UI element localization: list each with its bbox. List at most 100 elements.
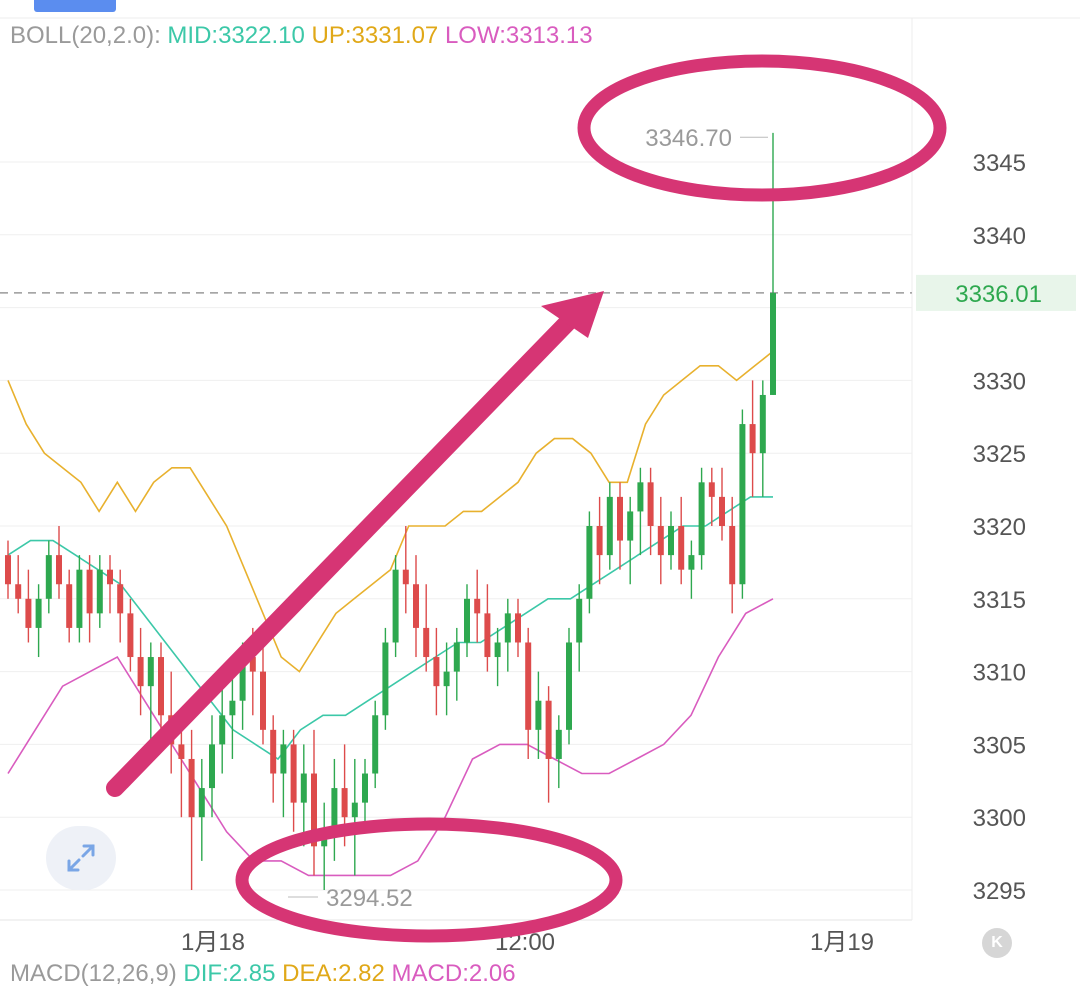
y-tick-label: 3305 xyxy=(973,732,1026,759)
candle-body xyxy=(719,496,725,526)
current-price-tag xyxy=(916,274,1076,311)
candle-body xyxy=(566,642,572,730)
candle-body xyxy=(15,584,22,599)
annotation-ellipse-bottom xyxy=(235,817,623,943)
candle-body xyxy=(474,598,481,614)
candle-body xyxy=(708,482,715,497)
annotation-arrow-head xyxy=(541,291,604,338)
candle-body xyxy=(423,627,430,658)
macd-dea-label: DEA:2.82 xyxy=(282,960,385,987)
macd-value-label: MACD:2.06 xyxy=(391,960,516,987)
candle-body xyxy=(107,569,113,585)
candle-body xyxy=(188,758,195,818)
candle-body xyxy=(331,788,338,832)
candle-body xyxy=(739,424,746,585)
candle-body xyxy=(96,569,103,614)
candle-body xyxy=(668,526,674,556)
candle-body xyxy=(158,657,164,716)
boll-label: BOLL(20,2.0): xyxy=(10,22,161,49)
candle-body xyxy=(413,584,419,628)
y-tick-label: 3340 xyxy=(973,223,1026,250)
boll-up-label: UP:3331.07 xyxy=(311,22,439,49)
candle-body xyxy=(443,671,450,687)
y-tick-label: 3310 xyxy=(973,660,1026,687)
annotation-arrow-shaft xyxy=(106,311,579,797)
boll-legend: BOLL(20,2.0): MID:3322.10 UP:3331.07 LOW… xyxy=(10,22,593,50)
candle-body xyxy=(239,657,246,701)
candle-body xyxy=(729,526,736,585)
k-button[interactable]: K xyxy=(982,928,1012,958)
candle-body xyxy=(464,598,470,643)
boll-mid-line xyxy=(7,496,773,761)
y-tick-label: 3320 xyxy=(973,514,1026,541)
candle-body xyxy=(5,555,11,585)
candle-body xyxy=(617,496,623,541)
candle-body xyxy=(117,584,124,614)
candle-body xyxy=(35,598,42,628)
candle-body xyxy=(300,773,307,803)
candle-body xyxy=(627,511,634,541)
candle-body xyxy=(596,526,603,556)
y-tick-label: 3300 xyxy=(973,805,1026,832)
expand-button[interactable] xyxy=(46,826,116,890)
y-tick-label: 3315 xyxy=(973,587,1026,614)
y-tick-label: 3345 xyxy=(973,150,1026,177)
candle-body xyxy=(515,613,521,643)
candle-body xyxy=(586,526,593,599)
candle-body xyxy=(759,394,766,454)
candle-body xyxy=(290,744,297,803)
candle-body xyxy=(678,526,685,570)
candle-body xyxy=(504,613,511,643)
candle-body xyxy=(351,802,358,818)
candle-body xyxy=(76,569,83,628)
candle-body xyxy=(494,642,501,658)
candle-body xyxy=(433,657,440,687)
candle-body xyxy=(25,598,32,628)
min-price-label: 3294.52 xyxy=(326,885,413,912)
candle-body xyxy=(219,715,226,745)
candle-body xyxy=(45,555,52,599)
current-price-label: 3336.01 xyxy=(955,281,1042,308)
candle-body xyxy=(749,424,756,454)
candle-body xyxy=(56,555,62,585)
candle-body xyxy=(280,744,287,774)
candle-body xyxy=(127,613,134,658)
candle-body xyxy=(137,657,144,687)
candle-body xyxy=(229,700,236,716)
candle-body xyxy=(402,569,409,585)
candle-body xyxy=(637,482,644,512)
candle-body xyxy=(576,598,583,643)
candle-body xyxy=(209,744,215,789)
candle-body xyxy=(688,555,695,570)
candle-body xyxy=(86,569,93,614)
boll-up-line xyxy=(7,350,774,673)
macd-dif-label: DIF:2.85 xyxy=(183,960,276,987)
x-tick-label: 1月19 xyxy=(810,929,874,956)
macd-label: MACD(12,26,9) xyxy=(10,960,177,987)
candle-body xyxy=(178,744,185,759)
y-tick-label: 3325 xyxy=(973,441,1026,468)
candle-body xyxy=(382,642,389,716)
candle-body xyxy=(362,773,368,803)
candle-body xyxy=(555,729,562,759)
candle-body xyxy=(525,642,532,730)
candle-body xyxy=(647,482,654,526)
candle-body xyxy=(260,671,266,730)
boll-low-label: LOW:3313.13 xyxy=(444,22,593,49)
y-tick-label: 3295 xyxy=(973,878,1026,905)
boll-mid-label: MID:3322.10 xyxy=(167,22,305,49)
candle-body xyxy=(249,657,256,672)
candle-body xyxy=(698,482,705,556)
expand-icon xyxy=(67,844,95,872)
macd-legend: MACD(12,26,9) DIF:2.85 DEA:2.82 MACD:2.0… xyxy=(10,960,516,988)
candle-body xyxy=(484,613,491,658)
top-tab-indicator[interactable] xyxy=(34,0,116,12)
candle-body xyxy=(657,526,664,556)
boll-low-line xyxy=(7,598,774,877)
candle-body xyxy=(147,657,154,687)
candle-body xyxy=(453,642,460,672)
candle-body xyxy=(198,788,205,818)
candle-body xyxy=(311,773,317,847)
candle-body xyxy=(535,700,542,730)
